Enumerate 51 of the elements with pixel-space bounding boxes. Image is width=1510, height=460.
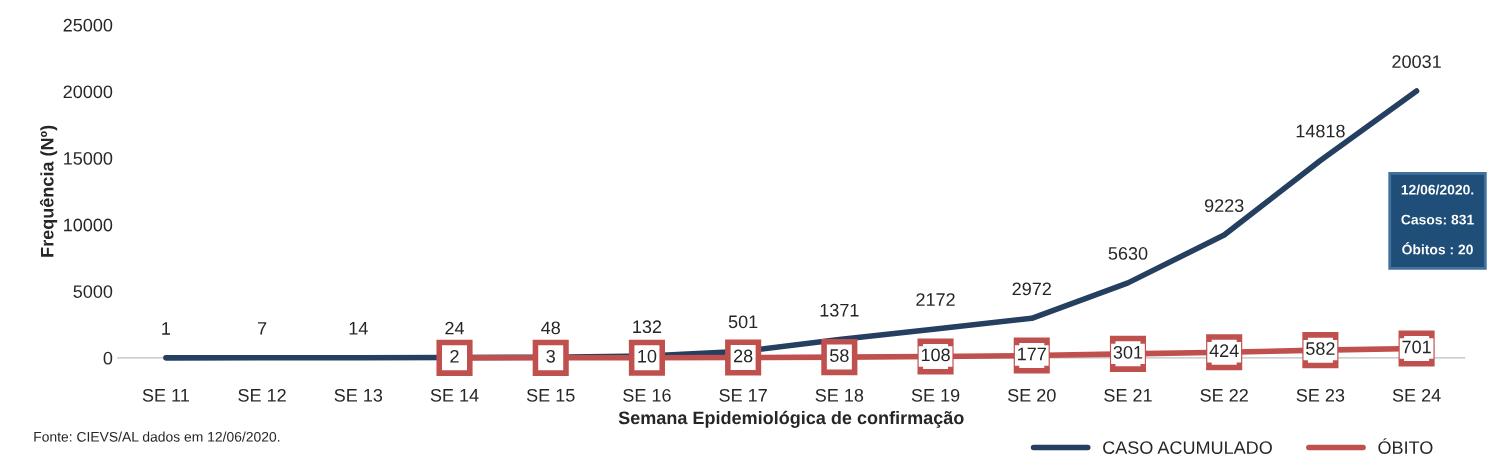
data-label: 58 [830, 349, 849, 362]
x-tick-label: SE 21 [1104, 388, 1152, 402]
data-label: 424 [1209, 344, 1239, 357]
x-tick-label: SE 23 [1296, 388, 1345, 402]
y-tick-label: 15000 [64, 151, 113, 165]
data-label: 3 [546, 349, 555, 363]
x-axis-title: Semana Epidemiológica de confirmação [618, 410, 964, 428]
data-label: 2172 [916, 293, 955, 306]
x-tick-label: SE 17 [719, 388, 767, 402]
data-label: 14 [349, 322, 368, 335]
data-label: 48 [541, 321, 560, 335]
data-label: 24 [445, 321, 465, 335]
x-tick-label: SE 14 [430, 388, 479, 402]
data-label: 7 [258, 322, 267, 335]
data-label: 20031 [1392, 55, 1441, 69]
data-label: 2 [450, 349, 459, 363]
x-tick-label: SE 24 [1392, 388, 1441, 402]
data-label: 701 [1402, 340, 1431, 354]
y-axis-title: Frequência (Nº) [39, 125, 58, 257]
source-note: Fonte: CIEVS/AL dados em 12/06/2020. [34, 431, 280, 442]
data-label: 2972 [1012, 282, 1051, 296]
data-label: 501 [728, 315, 758, 329]
y-tick-label: 5000 [73, 285, 113, 298]
data-label: 1 [162, 322, 171, 335]
data-label: 28 [734, 349, 753, 363]
legend-label: ÓBITO [1378, 438, 1433, 454]
data-label: 301 [1113, 345, 1143, 359]
data-label: 132 [633, 320, 662, 334]
data-label: 14818 [1296, 124, 1345, 138]
data-label: 177 [1018, 347, 1046, 361]
data-label: 108 [921, 348, 950, 362]
y-tick-label: 20000 [63, 85, 113, 99]
data-label: 1371 [820, 303, 859, 317]
x-tick-label: SE 15 [526, 388, 575, 402]
text: 12/06/2020. Casos: 831 Óbitos : 20 [1401, 184, 1474, 255]
data-label: 5630 [1108, 247, 1148, 260]
y-tick-label: 0 [103, 351, 113, 365]
data-label: 582 [1306, 342, 1335, 355]
x-tick-label: SE 16 [623, 388, 671, 402]
x-tick-label: SE 22 [1200, 388, 1248, 402]
x-tick-label: SE 20 [1007, 388, 1056, 402]
x-tick-label: SE 11 [142, 388, 189, 402]
legend-label: CASO ACUMULADO [1103, 441, 1272, 454]
x-tick-label: SE 13 [334, 388, 383, 402]
y-tick-label: 10000 [64, 218, 113, 232]
data-label: 10 [638, 349, 657, 363]
x-tick-label: SE 18 [815, 388, 864, 402]
y-tick-label: 25000 [63, 18, 113, 32]
data-label: 9223 [1204, 199, 1244, 212]
x-tick-label: SE 12 [238, 388, 286, 402]
x-tick-label: SE 19 [911, 388, 960, 402]
